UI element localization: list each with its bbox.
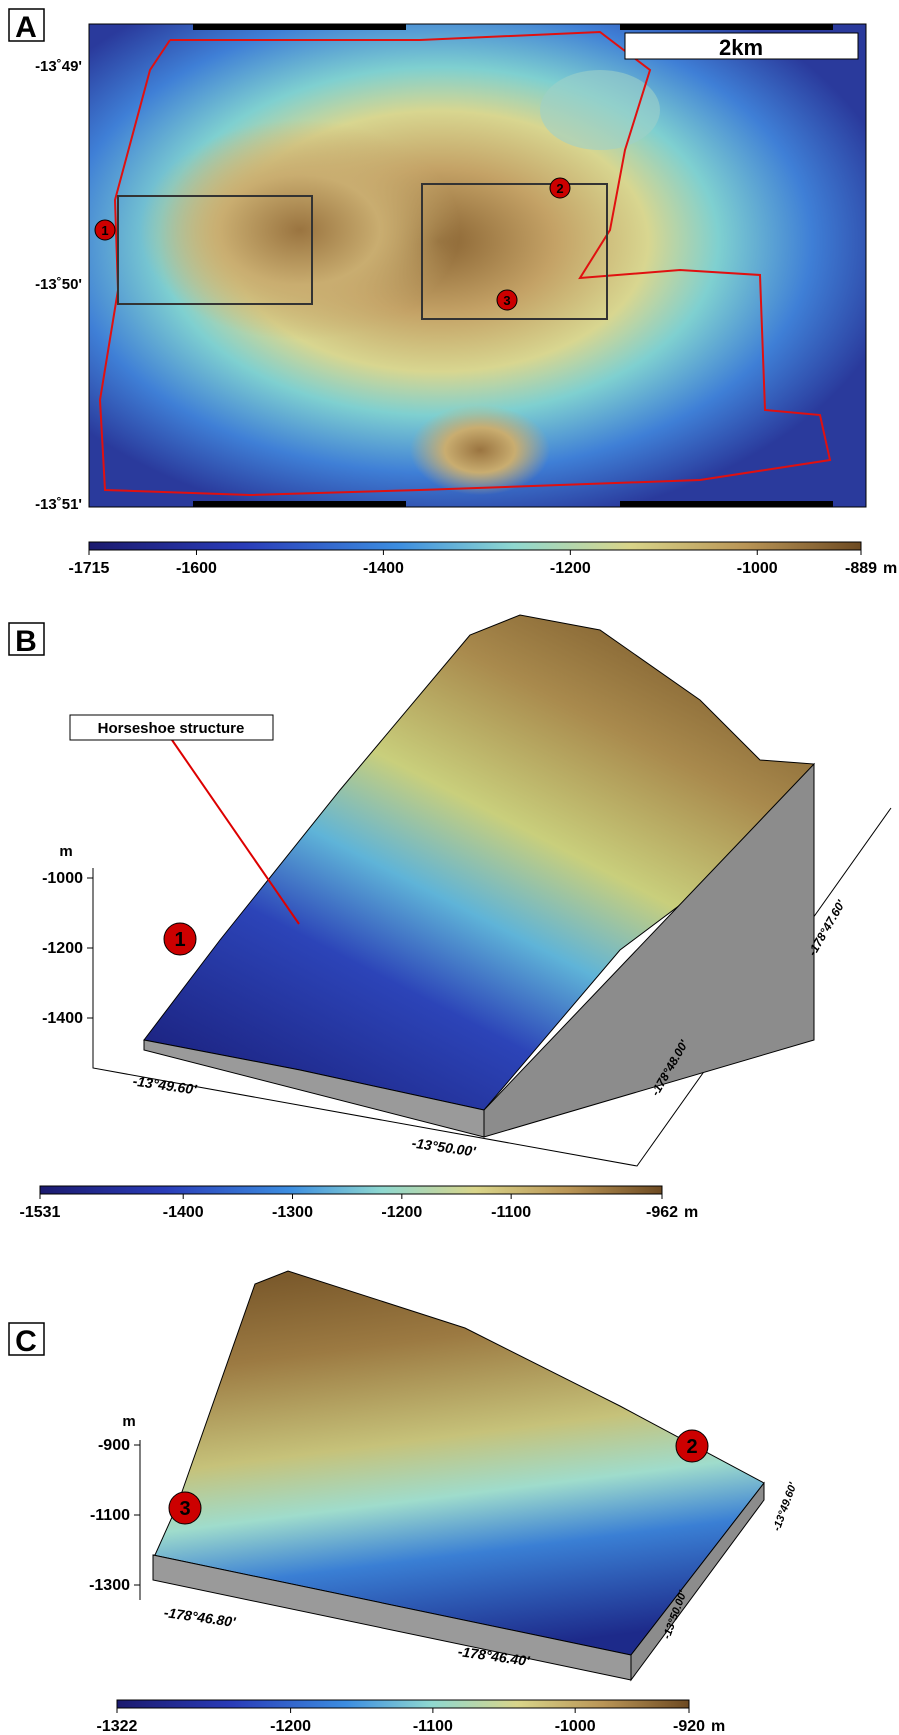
colorbar-label: -1000: [555, 1718, 596, 1735]
colorbar-label: -1322: [97, 1718, 138, 1735]
figure: A 2km -13˚49' -13˚50' -13˚51' 1 2 3 B Ho…: [0, 0, 899, 1735]
colorbar-label: -1200: [270, 1718, 311, 1735]
frame-bar: [620, 24, 833, 30]
annotation: Horseshoe structure: [98, 720, 245, 737]
marker-label: 1: [174, 929, 185, 951]
colorbar-label: -1100: [413, 1718, 453, 1735]
colorbar-label: -1200: [381, 1204, 422, 1221]
colorbar-unit: m: [711, 1718, 725, 1735]
colorbar-label: -889: [845, 560, 877, 577]
relief: [140, 120, 460, 340]
scale-label: 2km: [719, 35, 763, 60]
colorbar-unit: m: [684, 1204, 698, 1221]
colorbar-label: -1400: [363, 560, 404, 577]
z-tick-label: -1100: [90, 1507, 130, 1524]
lat-label: -13˚50': [35, 276, 82, 293]
coord-label: -13°50.00': [411, 1135, 477, 1160]
z-tick-label: -1200: [42, 940, 83, 957]
marker-label: 2: [686, 1436, 697, 1458]
relief: [540, 70, 660, 150]
colorbar-label: -1531: [20, 1204, 61, 1221]
site-marker: 2: [676, 1430, 708, 1462]
colorbar-label: -1300: [272, 1204, 313, 1221]
site-marker: 2: [550, 178, 570, 198]
panel-label: B: [15, 625, 37, 658]
marker-label: 3: [503, 293, 510, 308]
marker-label: 3: [179, 1498, 190, 1520]
panel-label: C: [15, 1325, 37, 1358]
colorbar: [40, 1186, 662, 1194]
frame-bar: [193, 501, 406, 507]
colorbar: [117, 1700, 689, 1708]
z-tick-label: -1000: [42, 870, 83, 887]
site-marker: 3: [497, 290, 517, 310]
colorbar-label: -920: [673, 1718, 705, 1735]
z-unit: m: [122, 1413, 135, 1430]
site-marker: 1: [95, 220, 115, 240]
colorbar-label: -1600: [176, 560, 217, 577]
z-unit: m: [59, 843, 72, 860]
colorbar-label: -1400: [163, 1204, 204, 1221]
leader-line: [172, 740, 299, 924]
panel-label: A: [15, 11, 37, 44]
colorbar: [89, 542, 861, 550]
relief: [410, 405, 550, 495]
colorbar-label: -1715: [69, 560, 110, 577]
z-tick-label: -900: [98, 1437, 130, 1454]
marker-label: 2: [556, 181, 563, 196]
z-tick-label: -1400: [42, 1010, 83, 1027]
colorbar-label: -962: [646, 1204, 678, 1221]
coord-label: -13°49.60': [132, 1073, 198, 1098]
colorbar-label: -1100: [491, 1204, 531, 1221]
site-marker: 3: [169, 1492, 201, 1524]
frame-bar: [193, 24, 406, 30]
coord-label: -13°49.60': [771, 1481, 800, 1533]
site-marker: 1: [164, 923, 196, 955]
z-tick-label: -1300: [89, 1577, 130, 1594]
lat-label: -13˚51': [35, 496, 82, 513]
marker-label: 1: [101, 223, 108, 238]
colorbar-label: -1000: [737, 560, 778, 577]
lat-label: -13˚49': [35, 58, 82, 75]
frame-bar: [620, 501, 833, 507]
colorbar-label: -1200: [550, 560, 591, 577]
colorbar-unit: m: [883, 560, 897, 577]
coord-label: -178°46.80': [163, 1604, 237, 1630]
